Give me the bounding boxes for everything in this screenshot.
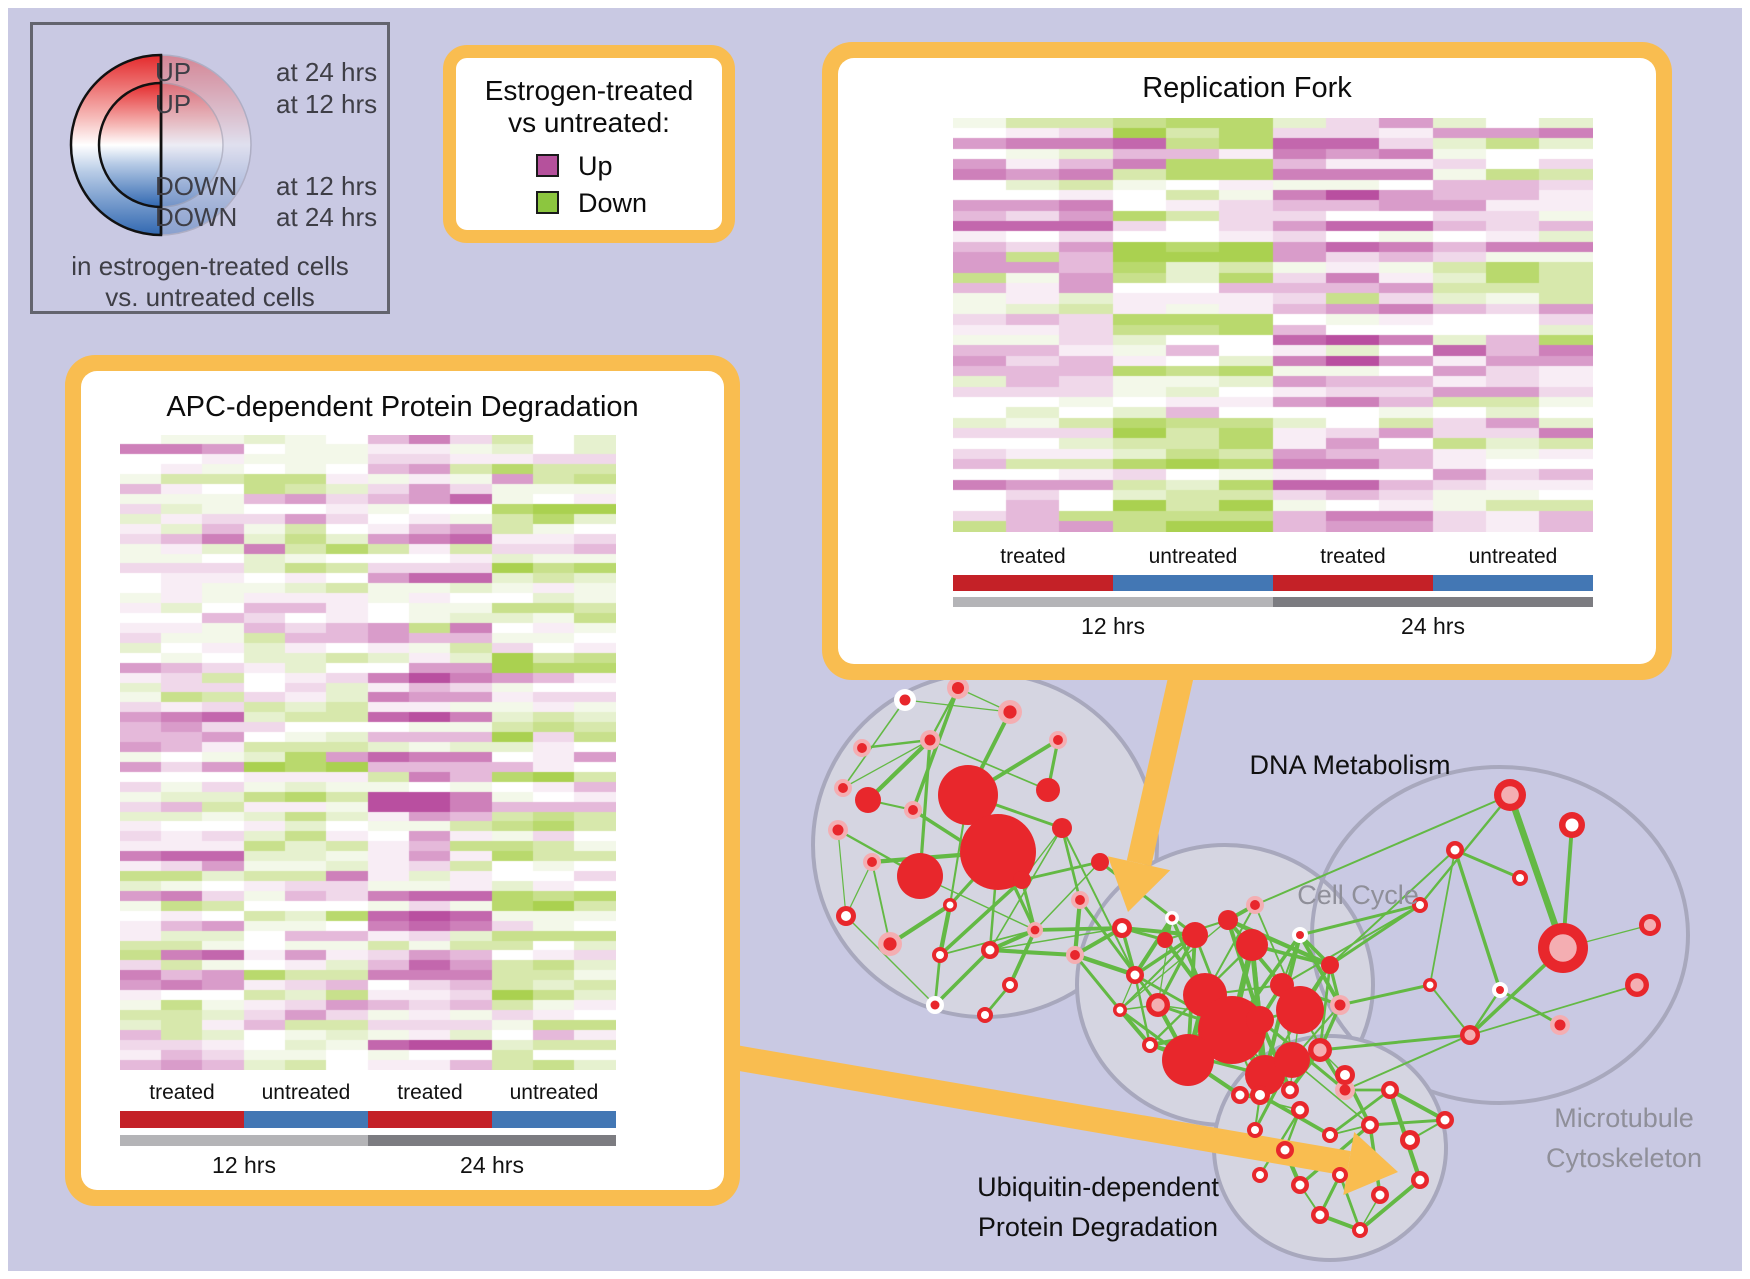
up-label: Up xyxy=(578,151,613,181)
untreated-bar xyxy=(1433,575,1593,591)
down-color-swatch xyxy=(536,191,559,214)
apc-heatmap xyxy=(120,435,616,1070)
time-label: 24 hrs xyxy=(1401,613,1465,639)
apc-card: APC-dependent Protein Degradation treate… xyxy=(81,371,724,1190)
12hrs-bar xyxy=(120,1135,368,1146)
apc-panel: APC-dependent Protein Degradation treate… xyxy=(65,355,740,1206)
condition-label: treated xyxy=(149,1081,215,1104)
condition-label: untreated xyxy=(1468,545,1558,568)
legend-item-down: Down xyxy=(456,188,722,218)
time-label: 12 hrs xyxy=(212,1152,276,1178)
replication-fork-panel: Replication Fork treated untreated treat… xyxy=(822,42,1672,680)
replication-fork-title: Replication Fork xyxy=(1142,72,1352,104)
direction-label: DOWN xyxy=(155,202,238,232)
direction-label: DOWN xyxy=(155,171,238,201)
ring-legend-box: UP at 24 hrs UP at 12 hrs DOWN at 12 hrs… xyxy=(30,22,390,314)
treated-bar xyxy=(120,1111,244,1128)
time-label: at 24 hrs xyxy=(276,202,378,232)
treated-bar xyxy=(953,575,1113,591)
ring-legend-footer-line1: in estrogen-treated cells xyxy=(71,251,349,281)
untreated-bar xyxy=(244,1111,368,1128)
cell-cycle-label: Cell Cycle xyxy=(1297,880,1419,910)
condition-label: untreated xyxy=(261,1081,351,1104)
time-label: 12 hrs xyxy=(1081,613,1145,639)
time-label: 24 hrs xyxy=(460,1152,524,1178)
condition-label: untreated xyxy=(1148,545,1238,568)
treated-bar xyxy=(1273,575,1433,591)
rf-condition-labels: treated untreated treated untreated xyxy=(953,545,1593,569)
down-label: Down xyxy=(578,188,648,218)
ubiquitin-label-line2: Protein Degradation xyxy=(977,1212,1219,1242)
ring-legend-footer-line2: vs. untreated cells xyxy=(105,282,315,312)
untreated-bar xyxy=(492,1111,616,1128)
ring-gradient-icon xyxy=(69,53,252,237)
microtubule-label-line1: Microtubule xyxy=(1554,1103,1694,1133)
condition-label: treated xyxy=(1320,545,1386,568)
dna-metabolism-label: DNA Metabolism xyxy=(1249,750,1451,780)
replication-fork-card: Replication Fork treated untreated treat… xyxy=(838,58,1656,664)
time-label: at 24 hrs xyxy=(276,57,378,87)
microtubule-label-line2: Cytoskeleton xyxy=(1545,1143,1703,1173)
direction-label: UP xyxy=(155,89,192,119)
ubiquitin-degradation-label: Ubiquitin-dependent Protein Degradation xyxy=(977,1167,1219,1247)
updown-legend-title-line1: Estrogen-treated xyxy=(484,75,694,106)
time-label: at 12 hrs xyxy=(276,89,378,119)
time-label: at 12 hrs xyxy=(276,171,378,201)
condition-label: treated xyxy=(397,1081,463,1104)
condition-label: treated xyxy=(1000,545,1066,568)
treated-bar xyxy=(368,1111,492,1128)
condition-label: untreated xyxy=(509,1081,599,1104)
apc-condition-bars xyxy=(120,1111,616,1128)
up-color-swatch xyxy=(536,154,559,177)
apc-time-bars xyxy=(120,1135,616,1146)
apc-panel-title: APC-dependent Protein Degradation xyxy=(166,391,639,423)
rf-time-labels: 12 hrs 24 hrs xyxy=(953,613,1593,640)
untreated-bar xyxy=(1113,575,1273,591)
updown-legend-title-line2: vs untreated: xyxy=(508,107,670,138)
replication-fork-heatmap xyxy=(953,118,1593,532)
rf-time-bars xyxy=(953,597,1593,607)
apc-condition-labels: treated untreated treated untreated xyxy=(120,1081,616,1105)
rf-condition-bars xyxy=(953,575,1593,591)
24hrs-bar xyxy=(1273,597,1593,607)
direction-label: UP xyxy=(155,57,192,87)
microtubule-cytoskeleton-label: Microtubule Cytoskeleton xyxy=(1546,1098,1702,1178)
legend-item-up: Up xyxy=(456,151,722,181)
apc-time-labels: 12 hrs 24 hrs xyxy=(120,1152,616,1179)
12hrs-bar xyxy=(953,597,1273,607)
ubiquitin-label-line1: Ubiquitin-dependent xyxy=(977,1172,1219,1202)
updown-legend-box: Estrogen-treated vs untreated: Up Down xyxy=(443,45,735,243)
24hrs-bar xyxy=(368,1135,616,1146)
